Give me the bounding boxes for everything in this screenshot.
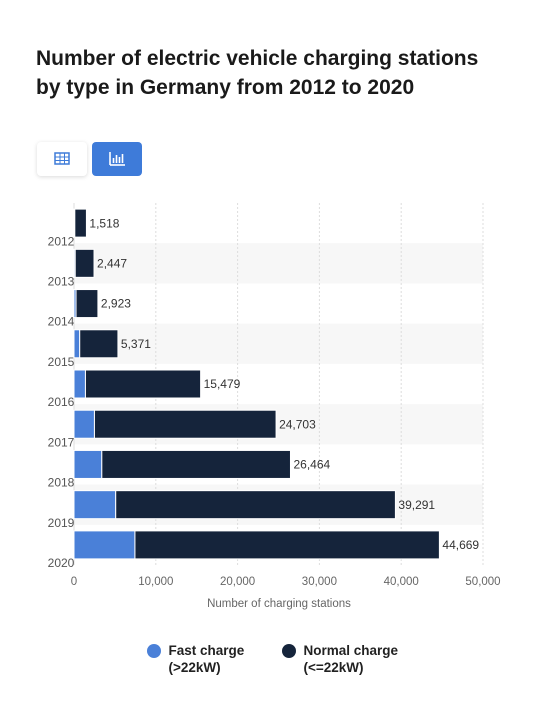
legend-item[interactable]: Fast charge (>22kW) [146, 642, 264, 676]
data-label: 5,371 [121, 337, 151, 351]
y-tick-label: 2013 [48, 275, 75, 289]
bar-segment [73, 449, 103, 479]
data-label: 2,923 [101, 297, 131, 311]
bar-segment [134, 530, 440, 560]
y-tick-label: 2015 [48, 355, 75, 369]
data-label: 1,518 [89, 216, 119, 230]
bar-segment [74, 208, 87, 238]
y-tick-label: 2018 [48, 476, 75, 490]
table-icon [54, 152, 70, 165]
table-view-button[interactable] [37, 142, 87, 176]
x-axis-label: Number of charging stations [207, 598, 351, 610]
data-label: 26,464 [293, 458, 330, 472]
chart-view-button[interactable] [92, 142, 142, 176]
legend: Fast charge (>22kW) Normal charge (<=22kW… [0, 642, 545, 676]
y-tick-label: 2016 [48, 395, 75, 409]
data-label: 15,479 [204, 377, 241, 391]
band-stripe [74, 323, 483, 364]
y-tick-label: 2019 [48, 516, 75, 530]
chart-title: Number of electric vehicle charging stat… [36, 47, 479, 99]
bar-segment [73, 369, 86, 399]
x-tick-label: 0 [71, 576, 77, 588]
bar-segment [73, 530, 136, 560]
x-tick-label: 10,000 [138, 576, 173, 588]
x-tick-label: 40,000 [384, 576, 419, 588]
x-tick-label: 50,000 [465, 576, 500, 588]
legend-marker [146, 644, 161, 658]
bar-segment [73, 409, 95, 439]
data-label: 24,703 [279, 417, 316, 431]
y-tick-label: 2020 [48, 556, 75, 570]
data-label: 39,291 [398, 498, 435, 512]
legend-label: Normal charge (<=22kW) [303, 643, 399, 675]
data-label: 44,669 [442, 538, 479, 552]
chart: Number of charging stations 0 10,000 20,00… [48, 203, 501, 610]
x-tick-label: 20,000 [220, 576, 255, 588]
bar-segment [93, 409, 277, 439]
chart-icon [109, 152, 125, 166]
band-stripe [74, 243, 483, 284]
y-tick-label: 2017 [48, 435, 75, 449]
bar-segment [73, 490, 117, 520]
legend-label: Fast charge (>22kW) [168, 643, 245, 675]
data-label: 2,447 [97, 257, 127, 271]
x-tick-label: 30,000 [302, 576, 337, 588]
bar-segment [79, 329, 119, 359]
y-tick-label: 2012 [48, 234, 75, 248]
bar-segment [115, 490, 396, 520]
y-tick-label: 2014 [48, 315, 75, 329]
legend-item[interactable]: Normal charge (<=22kW) [281, 642, 399, 676]
bar-segment [101, 449, 291, 479]
bar-segment [74, 248, 95, 278]
bar-segment [75, 289, 99, 319]
legend-marker [281, 644, 296, 658]
bar-segment [84, 369, 202, 399]
bar-segment [73, 329, 81, 359]
